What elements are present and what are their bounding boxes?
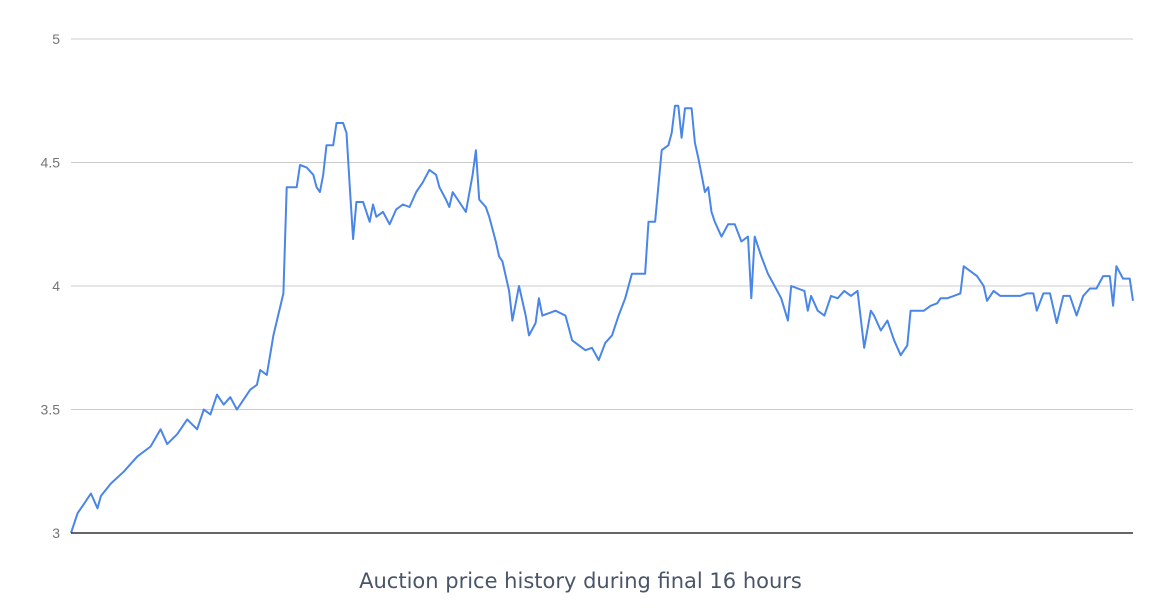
y-tick-label-4-5: 4.5: [41, 155, 61, 171]
y-tick-label-3-5: 3.5: [41, 402, 61, 418]
y-axis-ticks: 3 3.5 4 4.5 5: [41, 31, 61, 541]
y-tick-label-4: 4: [52, 278, 60, 294]
y-tick-label-5: 5: [52, 31, 60, 47]
series-line-0: [70, 104, 1134, 534]
gridlines: [71, 38, 1133, 410]
chart-caption: Auction price history during final 16 ho…: [359, 569, 802, 593]
series-layer: [70, 104, 1134, 534]
y-tick-label-3: 3: [52, 525, 60, 541]
